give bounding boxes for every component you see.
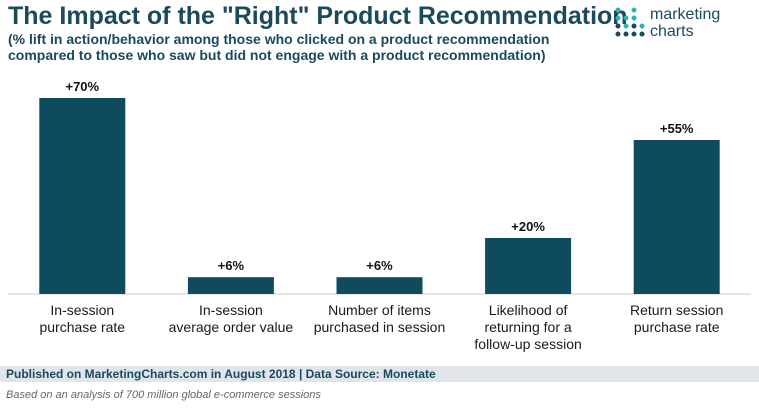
bar-4 xyxy=(633,140,720,294)
category-label-2-line-1: purchased in session xyxy=(314,319,446,335)
category-label-0-line-1: purchase rate xyxy=(39,319,125,335)
chart-title: The Impact of the "Right" Product Recomm… xyxy=(8,2,628,30)
category-label-3-line-1: returning for a xyxy=(485,319,572,335)
category-label-1-line-0: In-session xyxy=(199,302,263,318)
bar-2 xyxy=(336,277,423,294)
category-label-4-line-1: purchase rate xyxy=(634,319,720,335)
category-label-0: In-session purchase rate xyxy=(39,302,125,335)
value-label-4: +55% xyxy=(660,121,694,136)
value-label-1: +6% xyxy=(218,258,245,273)
value-label-2: +6% xyxy=(366,258,393,273)
footer-published: Published on MarketingCharts.com in Augu… xyxy=(6,367,436,381)
logo-dots-icon xyxy=(615,7,645,37)
category-label-2: Number of items purchased in session xyxy=(314,302,446,335)
footer-bar: Published on MarketingCharts.com in Augu… xyxy=(0,366,759,382)
category-label-4-line-0: Return session xyxy=(630,302,723,318)
bar-1 xyxy=(187,277,274,294)
category-label-1-line-1: average order value xyxy=(169,319,294,335)
footer-note: Based on an analysis of 700 million glob… xyxy=(6,389,321,401)
value-label-0: +70% xyxy=(65,79,99,94)
category-label-3-line-0: Likelihood of xyxy=(489,302,568,318)
category-label-0-line-0: In-session xyxy=(50,302,114,318)
marketingcharts-logo: marketing charts xyxy=(614,6,754,42)
bar-chart: +70%In-session purchase rate+6%In-session… xyxy=(8,79,751,352)
logo-line1: marketing xyxy=(650,6,721,23)
chart-subtitle: (% lift in action/behavior among those w… xyxy=(8,31,550,63)
category-label-2-line-0: Number of items xyxy=(328,302,431,318)
category-label-3: Likelihood of returning for a follow-up se… xyxy=(474,302,581,352)
category-label-3-line-2: follow-up session xyxy=(474,336,581,352)
category-label-1: In-session average order value xyxy=(169,302,294,335)
value-label-3: +20% xyxy=(511,219,545,234)
bar-0 xyxy=(39,98,126,294)
bar-3 xyxy=(485,238,572,294)
logo-text: marketing charts xyxy=(650,6,720,40)
category-label-4: Return session purchase rate xyxy=(630,302,723,335)
logo-line2: charts xyxy=(650,23,694,40)
